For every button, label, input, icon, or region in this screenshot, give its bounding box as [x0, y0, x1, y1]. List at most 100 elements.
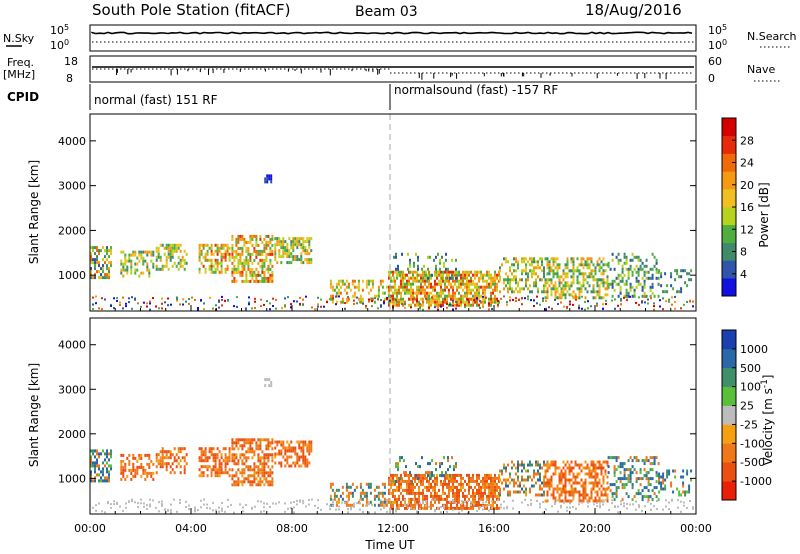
echo-cell	[492, 479, 494, 483]
echo-cell	[554, 290, 557, 294]
echo-cell	[600, 272, 603, 276]
echo-cell	[402, 497, 404, 501]
echo-cell	[416, 279, 418, 283]
echo-cell	[576, 275, 579, 279]
echo-cell	[444, 482, 446, 486]
echo-cell	[396, 273, 398, 277]
echo-cell	[451, 456, 453, 460]
echo-cell	[94, 264, 96, 268]
echo-cell	[404, 479, 406, 483]
echo-cell	[492, 491, 494, 495]
echo-cell	[306, 458, 309, 462]
echo-cell	[517, 475, 519, 479]
echo-cell	[210, 468, 213, 472]
echo-cell	[394, 285, 396, 289]
echo-cell	[202, 246, 205, 250]
colorbar-tick-label: 1000	[740, 343, 768, 356]
ground-scatter-cell	[482, 508, 484, 511]
echo-cell	[452, 291, 454, 295]
echo-cell	[666, 284, 669, 288]
ground-scatter-cell	[209, 507, 211, 510]
echo-cell	[568, 287, 571, 291]
echo-cell	[498, 273, 500, 277]
echo-cell	[267, 459, 270, 463]
echo-cell	[460, 476, 462, 480]
echo-cell	[365, 282, 368, 286]
ground-scatter-cell	[152, 297, 154, 300]
echo-cell	[224, 249, 227, 253]
echo-cell	[265, 279, 268, 283]
ground-scatter-cell	[581, 295, 583, 298]
echo-cell	[572, 466, 575, 470]
echo-cell	[245, 441, 248, 445]
echo-cell	[686, 490, 689, 494]
echo-cell	[682, 269, 685, 273]
echo-cell	[274, 452, 277, 456]
ground-scatter-cell	[272, 305, 274, 307]
echo-cell	[224, 459, 227, 463]
echo-cell	[436, 491, 438, 495]
echo-cell	[494, 294, 496, 298]
ground-scatter-cell	[578, 306, 580, 309]
echo-cell	[541, 278, 543, 282]
echo-cell	[572, 266, 575, 270]
echo-cell	[458, 473, 460, 477]
echo-cell	[424, 291, 426, 295]
echo-cell	[590, 275, 593, 279]
echo-cell	[397, 468, 399, 472]
echo-cell	[556, 296, 559, 300]
echo-cell	[533, 281, 535, 285]
echo-cell	[427, 276, 429, 280]
echo-cell	[619, 273, 622, 277]
echo-cell	[572, 260, 575, 264]
ground-scatter-cell	[344, 302, 346, 304]
echo-cell	[546, 260, 549, 264]
echo-cell	[434, 485, 436, 489]
echo-cell	[418, 488, 420, 492]
echo-cell	[333, 494, 336, 498]
echo-cell	[501, 472, 503, 476]
echo-cell	[533, 260, 535, 264]
echo-cell	[140, 474, 143, 478]
echo-cell	[393, 255, 395, 259]
echo-cell	[482, 288, 484, 292]
ground-scatter-cell	[554, 501, 556, 504]
ground-scatter-cell	[500, 503, 502, 506]
echo-cell	[438, 297, 440, 301]
ground-scatter-cell	[218, 299, 220, 302]
echo-cell	[418, 288, 420, 292]
echo-cell	[427, 255, 429, 259]
echo-cell	[347, 485, 350, 489]
echo-cell	[564, 463, 567, 467]
echo-cell	[476, 294, 478, 298]
echo-cell	[392, 300, 394, 304]
echo-cell	[641, 267, 644, 271]
echo-cell	[476, 303, 478, 307]
echo-cell	[556, 266, 559, 270]
ground-scatter-cell	[416, 510, 418, 513]
echo-cell	[120, 453, 123, 457]
echo-cell	[627, 474, 630, 478]
echo-cell	[333, 288, 336, 292]
echo-cell	[235, 480, 238, 484]
echo-cell	[474, 300, 476, 304]
echo-cell	[361, 300, 364, 304]
ground-scatter-cell	[581, 501, 583, 504]
echo-cell	[568, 463, 571, 467]
ground-scatter-cell	[413, 296, 415, 299]
echo-cell	[390, 279, 392, 283]
colorbar-tick-label: 24	[740, 157, 754, 170]
echo-cell	[290, 455, 293, 459]
echo-cell	[539, 266, 541, 270]
echo-cell	[271, 447, 274, 451]
echo-cell	[212, 270, 215, 274]
echo-cell	[625, 282, 628, 286]
echo-cell	[216, 258, 219, 262]
echo-cell	[494, 479, 496, 483]
echo-cell	[183, 456, 186, 460]
echo-cell	[496, 485, 498, 489]
echo-cell	[212, 456, 215, 460]
echo-cell	[466, 285, 468, 289]
echo-cell	[440, 288, 442, 292]
echo-cell	[159, 255, 162, 259]
